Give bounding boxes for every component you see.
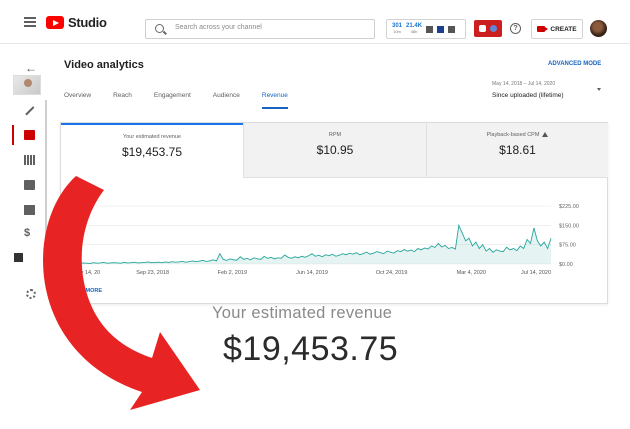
- revenue-card: Your estimated revenue $19,453.75 RPM $1…: [60, 122, 608, 304]
- metric-label: Playback-based CPM: [427, 132, 608, 138]
- tab-audience[interactable]: Audience: [212, 92, 240, 99]
- y-tick-label: $75.00: [559, 243, 576, 249]
- extension-icon[interactable]: [426, 25, 434, 33]
- metric-value: $18.61: [499, 143, 536, 157]
- realtime-stats-widget[interactable]: 301 10m 21.4K 48h: [386, 19, 466, 39]
- stat-48h: 21.4K 48h: [406, 23, 422, 35]
- y-tick-label: $150.00: [559, 223, 579, 229]
- active-indicator: [12, 125, 14, 145]
- extension-toggle[interactable]: [474, 20, 502, 37]
- date-range-text[interactable]: May 14, 2018 – Jul 14, 2020: [492, 81, 556, 87]
- analytics-icon[interactable]: [24, 130, 35, 140]
- subtitles-icon[interactable]: [24, 205, 35, 215]
- search-icon: [155, 24, 164, 33]
- metric-label: RPM: [328, 132, 342, 138]
- avatar[interactable]: [590, 20, 607, 37]
- metric-label-text: Playback-based CPM: [486, 132, 540, 138]
- see-more-link[interactable]: SEE MORE: [73, 288, 103, 294]
- stat-label: 10m: [393, 29, 401, 34]
- monetization-icon[interactable]: $: [24, 227, 31, 239]
- comments-icon[interactable]: [24, 180, 35, 190]
- stat-value: 301: [392, 23, 403, 29]
- advanced-mode-link[interactable]: ADVANCED MODE: [548, 61, 602, 67]
- sidebar-scrollbar[interactable]: [45, 100, 47, 255]
- metric-value: $10.95: [316, 143, 354, 157]
- chevron-down-icon[interactable]: [597, 88, 601, 91]
- editor-icon[interactable]: [24, 155, 35, 165]
- tab-engagement[interactable]: Engagement: [153, 92, 191, 99]
- search-placeholder: Search across your channel: [175, 24, 262, 31]
- metric-rpm[interactable]: RPM $10.95: [243, 123, 426, 178]
- sidebar: [0, 45, 47, 429]
- studio-logo[interactable]: Studio: [46, 15, 107, 30]
- page-title: Video analytics: [64, 59, 144, 71]
- gear-icon[interactable]: [26, 289, 36, 299]
- x-tick-label: Oct 24, 2019: [376, 270, 408, 276]
- youtube-logo-icon: [46, 16, 64, 29]
- menu-icon[interactable]: [24, 17, 36, 27]
- callout-value: $19,453.75: [223, 330, 399, 368]
- divider: [243, 177, 608, 178]
- revenue-chart[interactable]: $0.00 $75.00 $150.00 $225.00 May 14, 20 Sep 2…: [61, 178, 607, 278]
- tab-revenue[interactable]: Revenue: [261, 92, 288, 109]
- warning-icon[interactable]: [542, 132, 549, 137]
- metric-label: Your estimated revenue: [123, 134, 181, 140]
- help-icon[interactable]: ?: [510, 23, 521, 34]
- x-tick-label: Mar 4, 2020: [457, 270, 486, 276]
- top-bar: Studio Search across your channel 301 10…: [0, 0, 630, 44]
- x-tick-label: Jun 14, 2019: [296, 270, 328, 276]
- create-button[interactable]: CREATE: [531, 19, 583, 39]
- y-tick-label: $225.00: [559, 204, 579, 210]
- back-arrow-icon[interactable]: ←: [25, 61, 37, 75]
- callout-label: Your estimated revenue: [212, 304, 393, 322]
- stat-value: 21.4K: [406, 23, 423, 29]
- audio-icon[interactable]: [14, 253, 23, 262]
- metric-playback-cpm[interactable]: Playback-based CPM $18.61: [426, 123, 608, 178]
- extension-play-icon[interactable]: [437, 25, 445, 33]
- metric-estimated-revenue[interactable]: Your estimated revenue $19,453.75: [61, 123, 243, 178]
- x-tick-label: Sep 23, 2018: [136, 270, 169, 276]
- logo-text: Studio: [68, 15, 107, 30]
- stat-10m: 301 10m: [392, 23, 402, 35]
- stat-label: 48h: [410, 29, 418, 34]
- series-area: [73, 225, 551, 264]
- create-button-label: CREATE: [550, 25, 577, 33]
- tab-reach[interactable]: Reach: [113, 92, 132, 99]
- date-preset-select[interactable]: Since uploaded (lifetime): [492, 92, 564, 99]
- tab-overview[interactable]: Overview: [64, 92, 92, 99]
- video-camera-icon: [537, 26, 549, 32]
- metric-value: $19,453.75: [121, 145, 183, 159]
- x-tick-label: May 14, 20: [73, 270, 100, 276]
- video-thumbnail[interactable]: [13, 75, 41, 95]
- analytics-tabs: Overview Reach Engagement Audience Reven…: [64, 92, 288, 109]
- x-tick-label: Feb 2, 2019: [218, 270, 247, 276]
- search-input[interactable]: Search across your channel: [145, 19, 375, 39]
- extension-list-icon[interactable]: [448, 25, 456, 33]
- x-tick-label: Jul 14, 2020: [521, 270, 551, 276]
- y-tick-label: $0.00: [559, 262, 573, 268]
